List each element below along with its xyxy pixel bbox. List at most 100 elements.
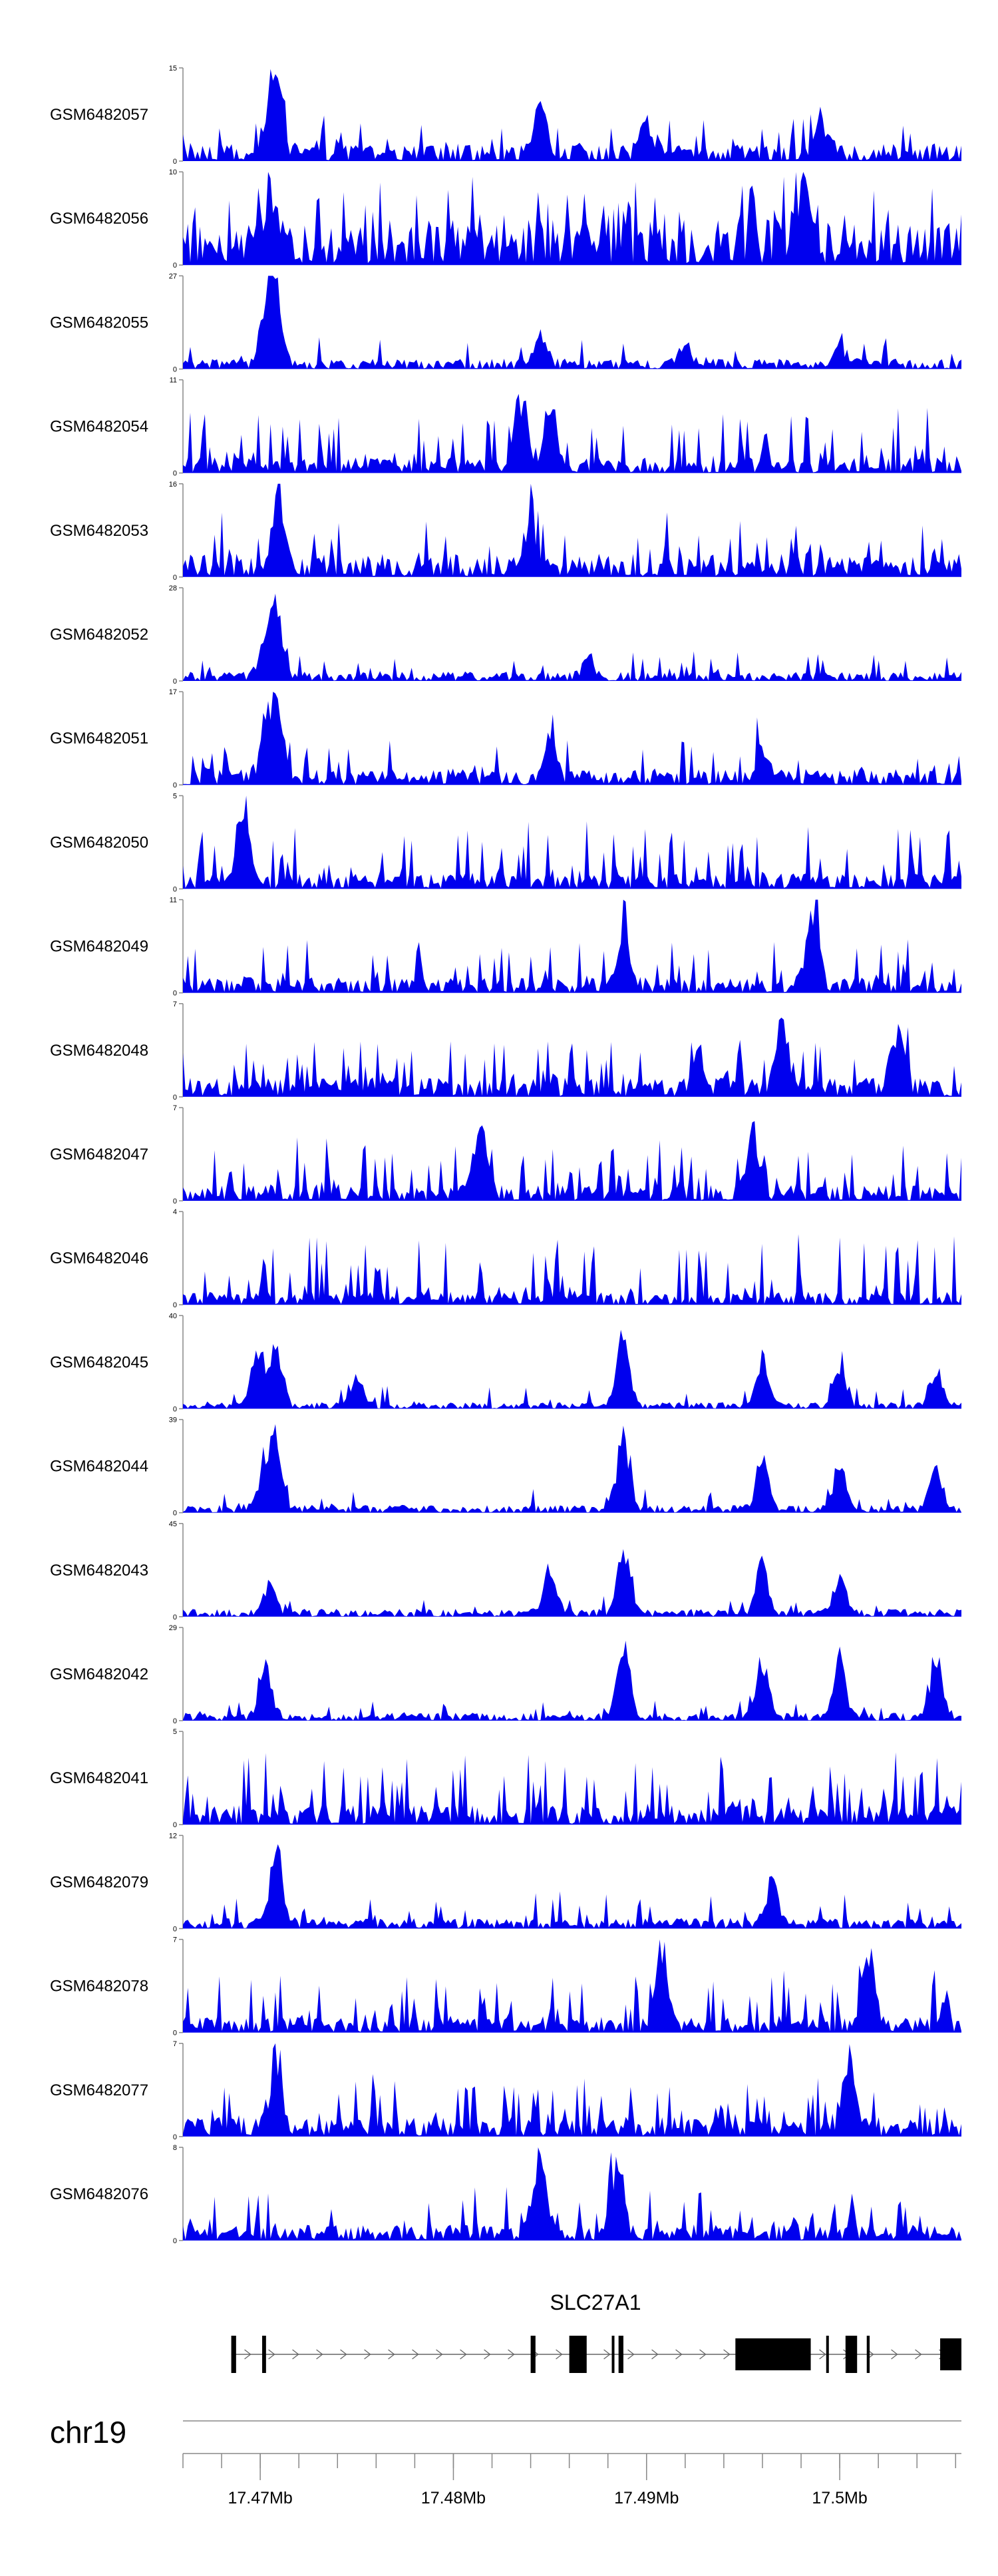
strand-arrow — [556, 2349, 563, 2360]
coverage-area — [183, 393, 961, 473]
y-min-label: 0 — [173, 158, 177, 166]
coverage-area — [183, 1329, 961, 1409]
track-label: GSM6482048 — [50, 1042, 148, 1060]
coverage-area — [183, 1844, 961, 1929]
y-max-label: 5 — [173, 792, 177, 800]
strand-arrow — [651, 2349, 659, 2360]
exon-10 — [866, 2336, 870, 2373]
strand-arrow — [915, 2349, 922, 2360]
coverage-area — [183, 1424, 961, 1513]
track-GSM6482055: GSM6482055 27 0 — [50, 272, 961, 373]
exon-11 — [940, 2338, 961, 2370]
track-label: GSM6482056 — [50, 210, 148, 228]
y-min-label: 0 — [173, 2030, 177, 2038]
strand-arrow — [819, 2349, 826, 2360]
y-max-label: 7 — [173, 1104, 177, 1112]
strand-arrow — [244, 2349, 251, 2360]
coverage-area — [183, 1017, 961, 1097]
y-max-label: 27 — [169, 272, 177, 280]
y-max-label: 10 — [169, 168, 177, 176]
track-label: GSM6482045 — [50, 1353, 148, 1371]
y-min-label: 0 — [173, 1925, 177, 1933]
track-label: GSM6482052 — [50, 626, 148, 644]
exon-1 — [231, 2336, 236, 2373]
coordinate-label: 17.47Mb — [228, 2489, 292, 2507]
track-GSM6482048: GSM6482048 7 0 — [50, 1000, 961, 1102]
y-max-label: 16 — [169, 481, 177, 489]
exon-3 — [530, 2336, 536, 2373]
track-GSM6482054: GSM6482054 11 0 — [50, 377, 961, 478]
exon-7 — [735, 2338, 811, 2370]
track-label: GSM6482076 — [50, 2185, 148, 2203]
chromosome-label: chr19 — [50, 2415, 126, 2450]
coverage-area — [183, 1640, 961, 1721]
coverage-area — [183, 899, 961, 993]
strand-arrow — [699, 2349, 707, 2360]
track-label: GSM6482078 — [50, 1978, 148, 1996]
track-GSM6482079: GSM6482079 12 0 — [50, 1832, 961, 1933]
y-max-label: 12 — [169, 1832, 177, 1840]
y-min-label: 0 — [173, 365, 177, 373]
exon-9 — [845, 2336, 858, 2373]
y-min-label: 0 — [173, 781, 177, 789]
y-min-label: 0 — [173, 1510, 177, 1518]
coverage-area — [183, 593, 961, 681]
y-min-label: 0 — [173, 1821, 177, 1829]
strand-arrow — [627, 2349, 635, 2360]
coverage-area — [183, 1121, 961, 1201]
strand-arrow — [603, 2349, 611, 2360]
track-GSM6482057: GSM6482057 15 0 — [50, 65, 961, 166]
track-GSM6482044: GSM6482044 39 0 — [50, 1416, 961, 1518]
track-GSM6482047: GSM6482047 7 0 — [50, 1104, 961, 1205]
coverage-area — [183, 692, 961, 785]
y-max-label: 7 — [173, 1000, 177, 1008]
coverage-area — [183, 1549, 961, 1617]
y-max-label: 39 — [169, 1416, 177, 1424]
track-label: GSM6482077 — [50, 2081, 148, 2099]
y-max-label: 7 — [173, 2040, 177, 2048]
coverage-area — [183, 2043, 961, 2137]
coverage-area — [183, 795, 961, 889]
y-min-label: 0 — [173, 885, 177, 893]
exon-6 — [618, 2336, 623, 2373]
y-min-label: 0 — [173, 470, 177, 478]
strand-arrow — [484, 2349, 491, 2360]
y-max-label: 11 — [170, 897, 177, 905]
strand-arrow — [364, 2349, 371, 2360]
strand-arrow — [675, 2349, 683, 2360]
y-min-label: 0 — [173, 1301, 177, 1309]
y-min-label: 0 — [173, 990, 177, 998]
track-GSM6482050: GSM6482050 5 0 — [50, 792, 961, 893]
track-GSM6482078: GSM6482078 7 0 — [50, 1936, 961, 2038]
track-GSM6482056: GSM6482056 10 0 — [50, 168, 961, 270]
strand-arrow — [388, 2349, 395, 2360]
y-max-label: 28 — [169, 584, 177, 592]
y-min-label: 0 — [173, 262, 177, 270]
strand-arrow — [292, 2349, 299, 2360]
strand-arrow — [268, 2349, 275, 2360]
track-GSM6482046: GSM6482046 4 0 — [50, 1208, 961, 1309]
gene-track: SLC27A1 — [231, 2290, 961, 2373]
track-label: GSM6482043 — [50, 1562, 148, 1580]
coverage-area — [183, 172, 961, 266]
track-label: GSM6482044 — [50, 1458, 148, 1476]
track-label: GSM6482055 — [50, 314, 148, 331]
coverage-area — [183, 276, 961, 369]
strand-arrow — [460, 2349, 467, 2360]
track-label: GSM6482057 — [50, 106, 148, 124]
gene-name-label: SLC27A1 — [550, 2290, 641, 2314]
track-label: GSM6482041 — [50, 1769, 148, 1787]
track-GSM6482045: GSM6482045 40 0 — [50, 1312, 961, 1413]
coverage-area — [183, 69, 961, 161]
coverage-area — [183, 1752, 961, 1825]
track-GSM6482053: GSM6482053 16 0 — [50, 481, 961, 582]
track-label: GSM6482054 — [50, 418, 148, 436]
coverage-area — [183, 1939, 961, 2033]
y-min-label: 0 — [173, 1717, 177, 1725]
strand-arrow — [436, 2349, 443, 2360]
track-label: GSM6482049 — [50, 938, 148, 956]
y-max-label: 29 — [169, 1624, 177, 1632]
y-max-label: 4 — [173, 1208, 177, 1216]
y-max-label: 11 — [170, 377, 177, 385]
